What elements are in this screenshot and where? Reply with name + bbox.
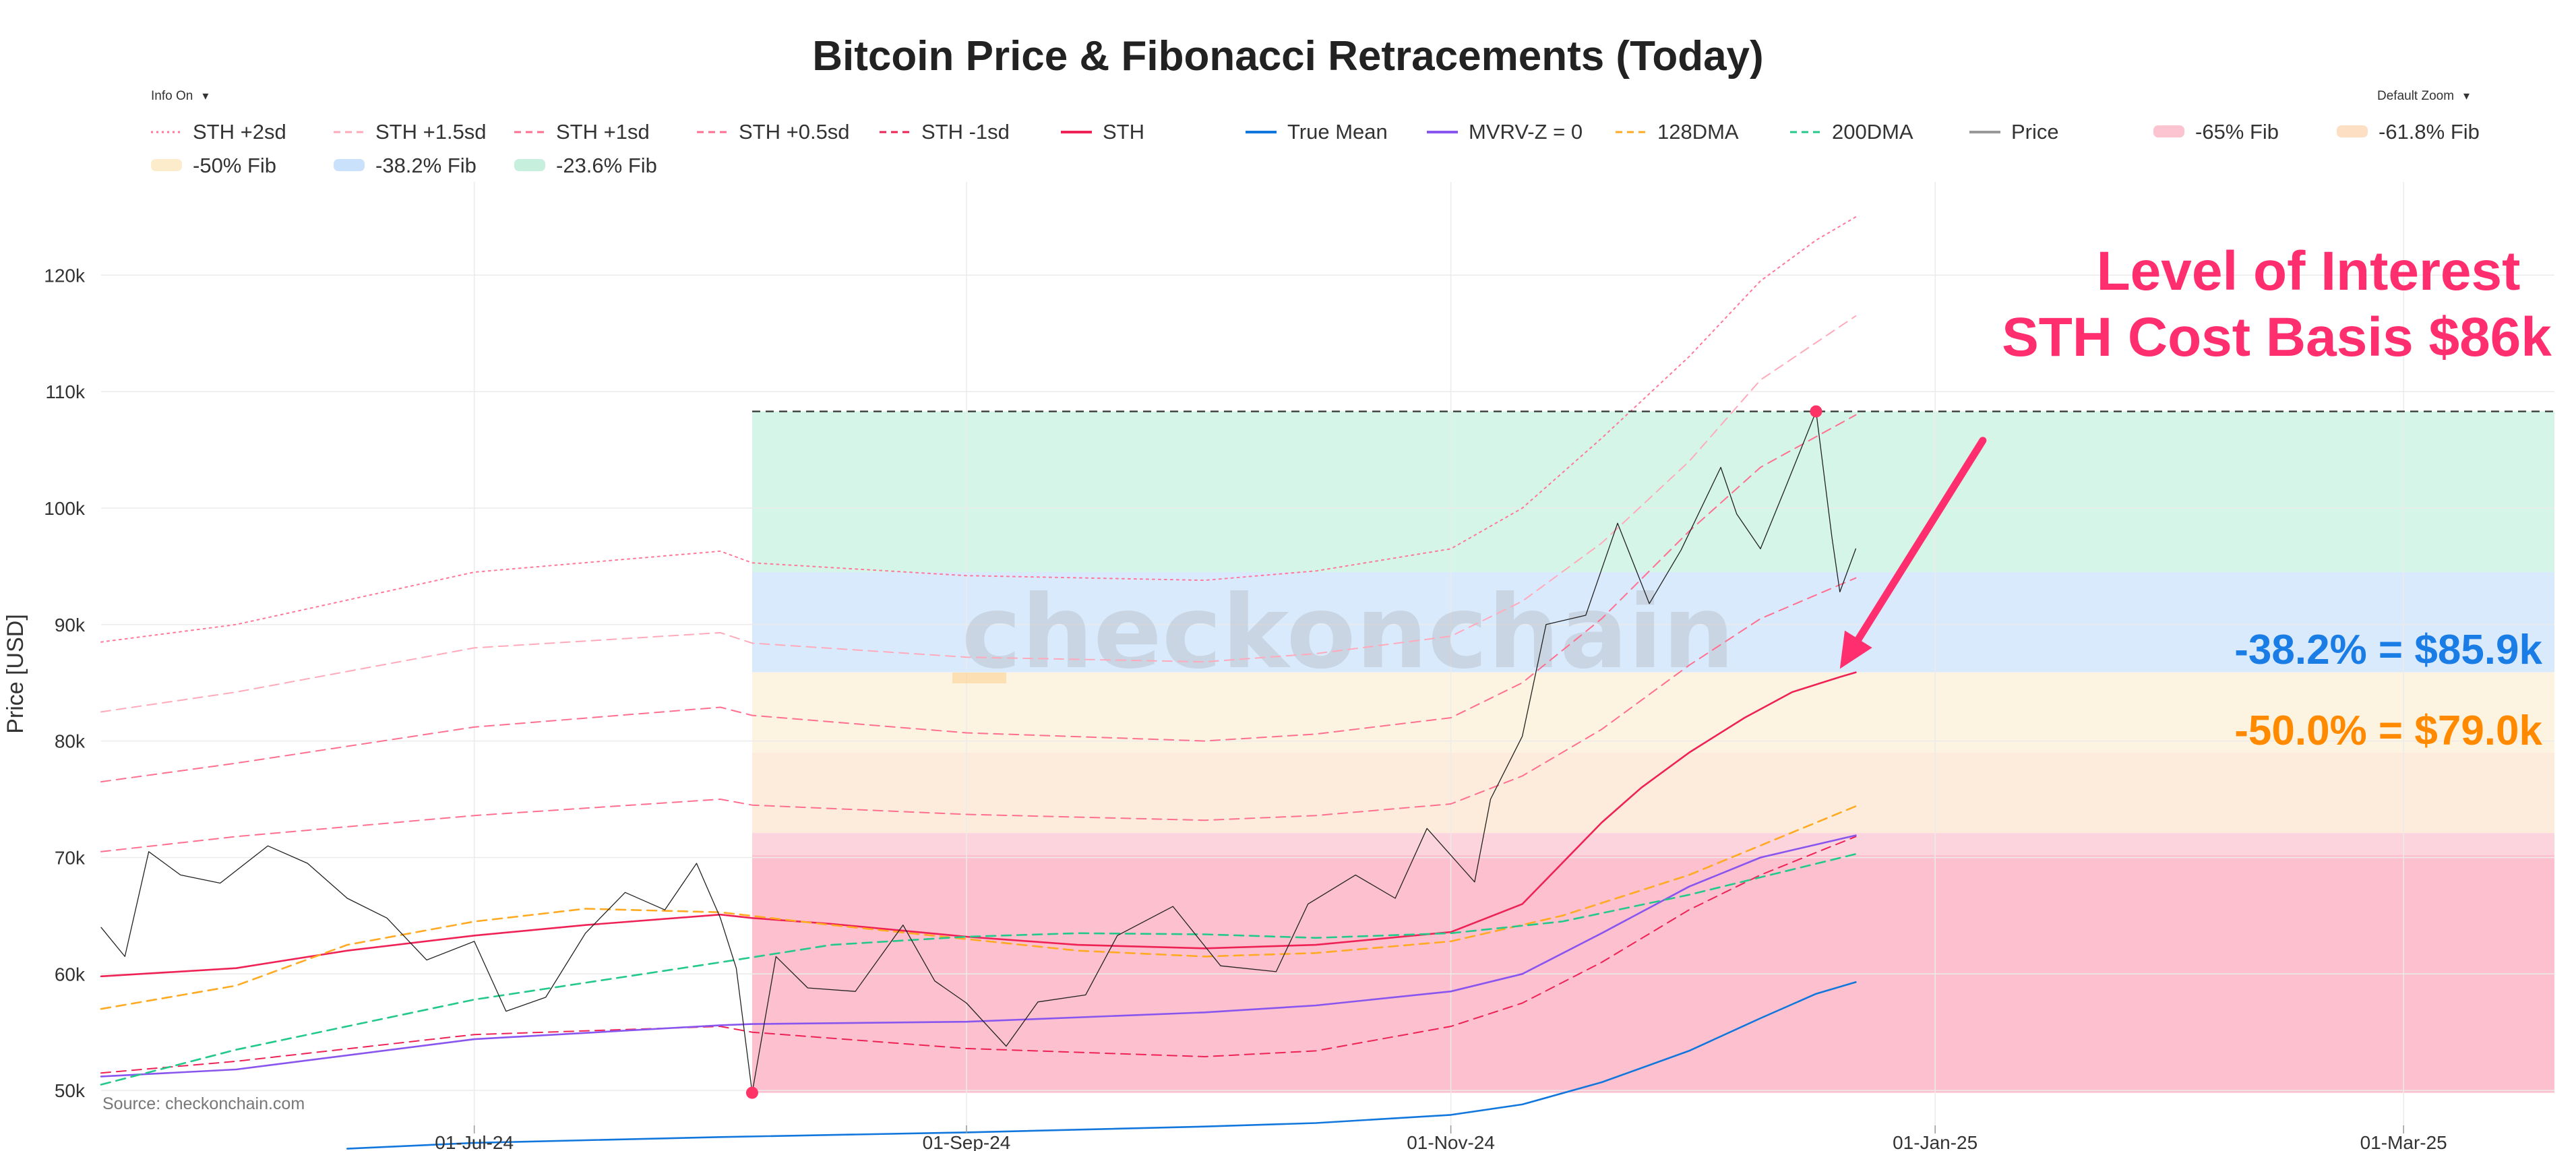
legend-swatch bbox=[514, 159, 545, 171]
series-line-sth-1sd bbox=[100, 836, 1857, 1074]
fib-band-1 bbox=[752, 572, 2555, 673]
legend-label: -38.2% Fib bbox=[375, 154, 477, 177]
series-line-sth-0-5sd bbox=[100, 577, 1857, 852]
annotations: Level of Interest STH Cost Basis $86k -3… bbox=[2002, 241, 2552, 754]
x-tick-label: 01-Jul-24 bbox=[435, 1132, 514, 1151]
x-tick-label: 01-Sep-24 bbox=[923, 1132, 1011, 1151]
legend-item--38-2-fib: -38.2% Fib bbox=[334, 154, 477, 177]
axes: 50k 60k 70k 80k 90k 100k 110k 120k 01-Jul-24 01-S… bbox=[44, 265, 2447, 1151]
legend-swatch bbox=[2153, 125, 2184, 137]
legend-label: STH +1.5sd bbox=[375, 120, 487, 144]
zoom-select-label: Default Zoom bbox=[2377, 89, 2455, 103]
annotation-fib-382: -38.2% = $85.9k bbox=[2234, 627, 2542, 673]
y-axis-label: Price [USD] bbox=[3, 614, 28, 734]
info-toggle[interactable]: Info On ▾ bbox=[151, 89, 208, 104]
legend-label: STH -1sd bbox=[921, 120, 1010, 144]
y-tick-label: 80k bbox=[55, 731, 86, 752]
series-line-sth-1sd bbox=[100, 414, 1857, 783]
legend-item-mvrv-z-0: MVRV-Z = 0 bbox=[1427, 120, 1583, 144]
chevron-down-icon: ▾ bbox=[2463, 89, 2470, 102]
fib-band-4 bbox=[752, 833, 2555, 856]
series-line-true-mean bbox=[346, 981, 1857, 1150]
fib-band-3 bbox=[752, 752, 2555, 834]
markers bbox=[745, 405, 1822, 1099]
y-tick-label: 90k bbox=[55, 615, 86, 635]
legend-swatch bbox=[334, 159, 365, 171]
series-line-mvrv-z-0 bbox=[100, 834, 1857, 1078]
legend-label: Price bbox=[2011, 120, 2059, 144]
fib-bands bbox=[752, 411, 2555, 1093]
legend-label: STH +2sd bbox=[193, 120, 286, 144]
series-line-128dma bbox=[100, 805, 1857, 1010]
fib-band-0 bbox=[752, 411, 2555, 573]
y-tick-label: 70k bbox=[55, 847, 86, 868]
series bbox=[100, 216, 1857, 1150]
legend-label: -50% Fib bbox=[193, 154, 276, 177]
legend-label: 200DMA bbox=[1832, 120, 1913, 144]
watermark: checkonchain bbox=[961, 574, 1734, 691]
series-line-sth-2sd bbox=[100, 216, 1857, 643]
legend-label: -65% Fib bbox=[2195, 120, 2279, 144]
arrow-head bbox=[1839, 630, 1872, 669]
annotation-fib-500: -50.0% = $79.0k bbox=[2234, 708, 2542, 754]
legend-item--50-fib: -50% Fib bbox=[151, 154, 276, 177]
arrow-shaft bbox=[1854, 437, 1987, 643]
info-toggle-label: Info On bbox=[151, 89, 193, 103]
legend-item--23-6-fib: -23.6% Fib bbox=[514, 154, 657, 177]
y-tick-label: 50k bbox=[55, 1080, 86, 1101]
chevron-down-icon: ▾ bbox=[202, 89, 209, 102]
x-tick-label: 01-Nov-24 bbox=[1407, 1132, 1495, 1151]
legend-item-128dma: 128DMA bbox=[1616, 120, 1739, 144]
y-tick-label: 110k bbox=[45, 381, 86, 402]
x-tick-label: 01-Jan-25 bbox=[1893, 1132, 1977, 1151]
legend-item-true-mean: True Mean bbox=[1246, 120, 1388, 144]
y-tick-label: 100k bbox=[44, 498, 86, 519]
zoom-select[interactable]: Default Zoom ▾ bbox=[2377, 89, 2470, 104]
annotation-level-of-interest: Level of Interest bbox=[2097, 241, 2521, 302]
legend-item-200dma: 200DMA bbox=[1790, 120, 1913, 144]
legend-label: -23.6% Fib bbox=[556, 154, 657, 177]
legend-swatch bbox=[151, 159, 182, 171]
y-tick-label: 120k bbox=[44, 265, 86, 286]
legend-swatch bbox=[2337, 125, 2368, 137]
legend-label: 128DMA bbox=[1657, 120, 1739, 144]
chart-title: Bitcoin Price & Fibonacci Retracements (… bbox=[812, 33, 1763, 80]
price-marker bbox=[1810, 405, 1822, 418]
legend: STH +2sd STH +1.5sd STH +1sd STH +0.5sd STH … bbox=[151, 120, 2480, 177]
legend-item--61-8-fib: -61.8% Fib bbox=[2337, 120, 2480, 144]
legend-item-sth-0-5sd: STH +0.5sd bbox=[697, 120, 850, 144]
legend-label: STH +1sd bbox=[556, 120, 650, 144]
y-tick-label: 60k bbox=[55, 964, 86, 985]
legend-label: STH +0.5sd bbox=[739, 120, 850, 144]
legend-label: MVRV-Z = 0 bbox=[1469, 120, 1583, 144]
series-line-200dma bbox=[100, 853, 1857, 1086]
legend-item-sth-1-5sd: STH +1.5sd bbox=[334, 120, 487, 144]
legend-label: -61.8% Fib bbox=[2379, 120, 2480, 144]
grid bbox=[101, 182, 2554, 1125]
legend-item-sth-1sd: STH -1sd bbox=[880, 120, 1010, 144]
series-line-price bbox=[100, 410, 1857, 1094]
fib-band-2 bbox=[752, 672, 2555, 753]
legend-item-price: Price bbox=[1969, 120, 2059, 144]
watermark-mark bbox=[952, 673, 1006, 683]
source-text: Source: checkonchain.com bbox=[102, 1094, 305, 1113]
series-line-sth bbox=[100, 671, 1857, 978]
series-line-sth-1-5sd bbox=[100, 315, 1857, 713]
legend-item-sth: STH bbox=[1061, 120, 1144, 144]
legend-item-sth-1sd: STH +1sd bbox=[514, 120, 650, 144]
price-marker bbox=[745, 1086, 758, 1099]
annotation-arrow bbox=[1839, 437, 1987, 669]
annotation-sth-cost-basis: STH Cost Basis $86k bbox=[2002, 307, 2552, 368]
legend-label: True Mean bbox=[1287, 120, 1388, 144]
x-tick-label: 01-Mar-25 bbox=[2360, 1132, 2447, 1151]
legend-label: STH bbox=[1103, 120, 1144, 144]
legend-item-sth-2sd: STH +2sd bbox=[151, 120, 286, 144]
legend-item--65-fib: -65% Fib bbox=[2153, 120, 2279, 144]
